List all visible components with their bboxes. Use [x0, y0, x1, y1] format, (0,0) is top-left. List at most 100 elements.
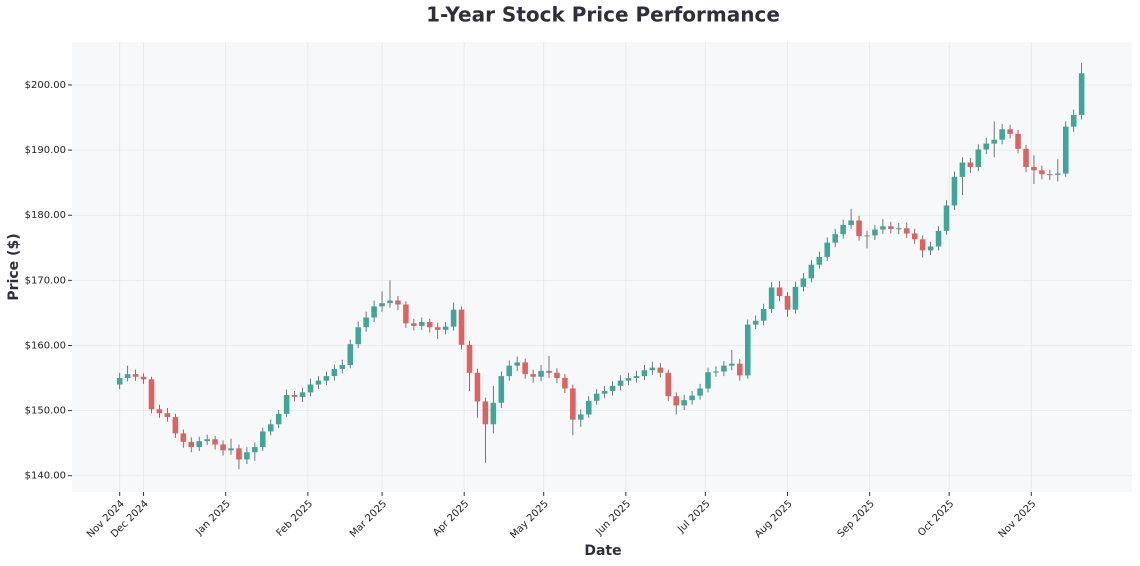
candle-body [419, 322, 425, 326]
candle-body [339, 365, 346, 369]
candle-body [299, 392, 306, 397]
candle-body [1062, 126, 1069, 174]
candle-body [347, 344, 354, 366]
candle-body [649, 367, 656, 371]
candle-body [673, 396, 679, 406]
x-tick-label: Sep 2025 [836, 498, 877, 539]
candle-body [363, 317, 369, 328]
candle-body [625, 378, 632, 381]
candle-body [768, 287, 775, 310]
candle-body [585, 400, 592, 415]
candle-body [864, 235, 870, 237]
candle-body [824, 242, 831, 257]
candle-body [999, 129, 1005, 140]
candle-body [228, 448, 234, 451]
x-tick-label: Jan 2025 [193, 498, 233, 538]
candle-body [450, 309, 457, 327]
candle-body [244, 452, 250, 460]
candle-body [466, 344, 473, 373]
candle-body [522, 362, 528, 375]
x-tick-label: Aug 2025 [753, 498, 795, 540]
x-tick-label: Feb 2025 [275, 498, 316, 539]
candle-body [411, 323, 417, 326]
candle-body [1055, 173, 1061, 175]
candle-body [1007, 129, 1013, 134]
candle-body [697, 388, 703, 396]
candle-body [856, 220, 862, 237]
candle-body [888, 226, 894, 229]
candle-body [792, 286, 799, 310]
candle-body [482, 401, 489, 425]
candle-body [927, 246, 934, 251]
candle-body [760, 309, 767, 321]
y-tick-label: $180.00 [25, 210, 66, 221]
y-tick-label: $200.00 [25, 80, 66, 91]
candle-body [291, 394, 298, 397]
candle-body [919, 239, 926, 251]
candle-body [331, 368, 338, 377]
candle-body [403, 304, 409, 324]
candle-body [116, 378, 123, 385]
candle-body [236, 448, 242, 460]
x-axis-label: Date [584, 543, 621, 559]
candle-body [570, 388, 576, 420]
candle-body [681, 400, 687, 406]
candle-body [872, 229, 878, 236]
candle-body [132, 374, 139, 377]
candle-body [148, 379, 155, 410]
candle-body [633, 376, 640, 379]
candle-body [188, 441, 195, 448]
y-tick-label: $150.00 [25, 406, 66, 417]
x-tick-label: Jun 2025 [593, 498, 633, 538]
candle-body [371, 306, 377, 318]
candle-body [689, 395, 695, 401]
x-tick-label: Jul 2025 [675, 498, 712, 535]
plot-area [72, 42, 1132, 492]
candle-body [172, 417, 179, 434]
candle-body [458, 309, 465, 345]
candle-body [601, 391, 608, 394]
candle-body [426, 322, 433, 328]
y-axis-label: Price ($) [6, 233, 22, 300]
candle-body [657, 367, 664, 373]
candle-body [641, 370, 648, 377]
candle-body [275, 413, 282, 425]
candle-body [1031, 167, 1037, 171]
candle-body [164, 413, 171, 418]
candle-body [307, 384, 314, 393]
candle-body [434, 327, 441, 330]
candle-body [943, 205, 950, 231]
candle-body [800, 278, 807, 287]
candle-body [729, 363, 735, 366]
candle-body [776, 287, 783, 296]
chart-title: 1-Year Stock Price Performance [426, 3, 780, 27]
candle-body [562, 378, 568, 389]
candle-body [490, 402, 497, 425]
candle-body [935, 230, 942, 247]
candle-body [784, 295, 791, 310]
candle-body [554, 372, 560, 379]
candle-body [744, 324, 751, 376]
x-tick-label: Apr 2025 [431, 498, 471, 538]
candle-body [204, 439, 210, 442]
candle-body [267, 424, 274, 432]
candle-body [1023, 148, 1029, 168]
candle-body [220, 444, 226, 451]
candle-body [474, 372, 481, 402]
candle-body [180, 433, 187, 442]
candle-body [880, 226, 886, 230]
candle-body [578, 414, 584, 420]
candle-body [896, 228, 902, 230]
candle-body [506, 365, 513, 377]
x-tick-label: Mar 2025 [348, 498, 389, 539]
candle-body [156, 409, 163, 414]
candle-body [1047, 174, 1053, 176]
candle-body [1015, 133, 1021, 149]
candle-body [498, 376, 505, 403]
candle-body [260, 431, 266, 448]
candle-body [665, 372, 672, 397]
x-tick-label: Nov 2025 [997, 498, 1039, 540]
candle-body [609, 385, 616, 392]
